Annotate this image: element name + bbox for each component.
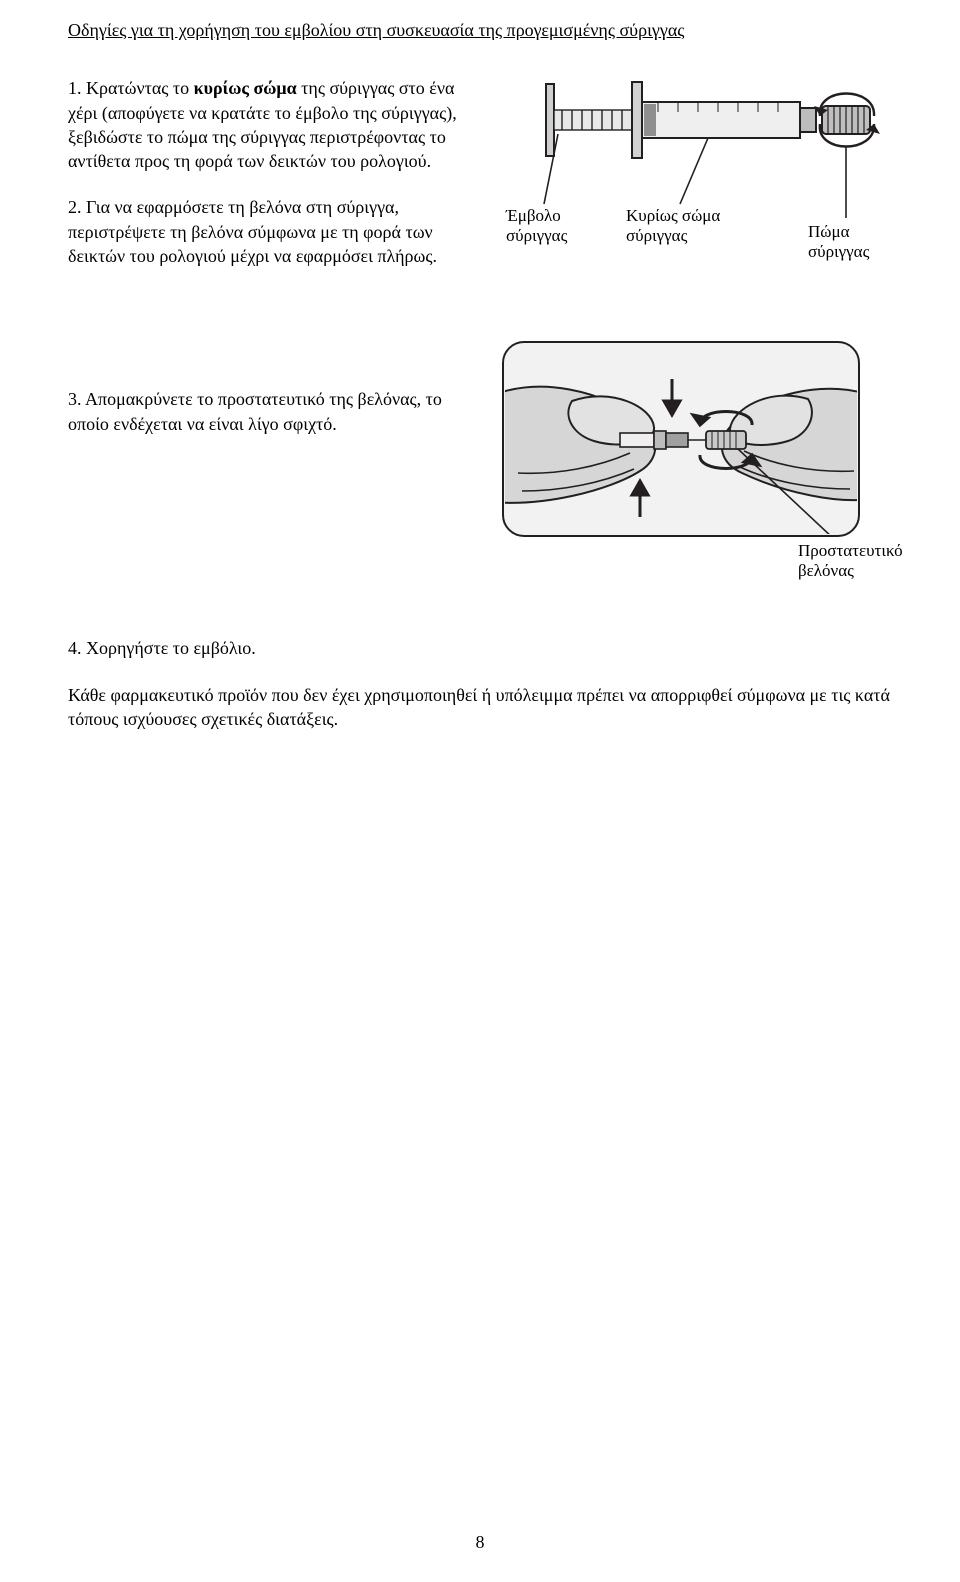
row-step-3: 3. Απομακρύνετε το προστατευτικό της βελ… bbox=[68, 341, 900, 596]
step-2: 2. Για να εφαρμόσετε τη βελόνα στη σύριγ… bbox=[68, 195, 472, 268]
label-barrel-l1: Κυρίως σώμα bbox=[626, 206, 720, 225]
page-title: Οδηγίες για τη χορήγηση του εμβολίου στη… bbox=[68, 18, 900, 42]
step-1: 1. Κρατώντας το κυρίως σώμα της σύριγγας… bbox=[68, 76, 472, 173]
label-barrel-l2: σύριγγας bbox=[626, 226, 687, 245]
syringe-illustration bbox=[498, 76, 918, 311]
label-plunger-l1: Έμβολο bbox=[506, 206, 561, 225]
label-plunger: Έμβολο σύριγγας bbox=[506, 206, 567, 245]
row-steps-1-2: 1. Κρατώντας το κυρίως σώμα της σύριγγας… bbox=[68, 76, 900, 311]
label-plunger-l2: σύριγγας bbox=[506, 226, 567, 245]
step-3: 3. Απομακρύνετε το προστατευτικό της βελ… bbox=[68, 387, 472, 436]
label-cap-l2: σύριγγας bbox=[808, 242, 869, 261]
label-needle-shield-l2: βελόνας bbox=[798, 561, 854, 580]
step-4: 4. Χορηγήστε το εμβόλιο. bbox=[68, 636, 900, 660]
label-needle-shield: Προστατευτικό βελόνας bbox=[798, 541, 903, 580]
closing-paragraph: Κάθε φαρμακευτικό προϊόν που δεν έχει χρ… bbox=[68, 683, 900, 732]
figure-syringe-labeled: Έμβολο σύριγγας Κυρίως σώμα σύριγγας Πώμ… bbox=[498, 76, 918, 311]
step-1-bold: κυρίως σώμα bbox=[194, 78, 297, 98]
label-barrel: Κυρίως σώμα σύριγγας bbox=[626, 206, 720, 245]
step-1-pre: 1. Κρατώντας το bbox=[68, 78, 194, 98]
figure-remove-shield: Προστατευτικό βελόνας bbox=[502, 341, 902, 596]
label-cap-l1: Πώμα bbox=[808, 222, 850, 241]
label-needle-shield-l1: Προστατευτικό bbox=[798, 541, 903, 560]
label-cap: Πώμα σύριγγας bbox=[808, 222, 869, 261]
page-number: 8 bbox=[0, 1530, 960, 1554]
